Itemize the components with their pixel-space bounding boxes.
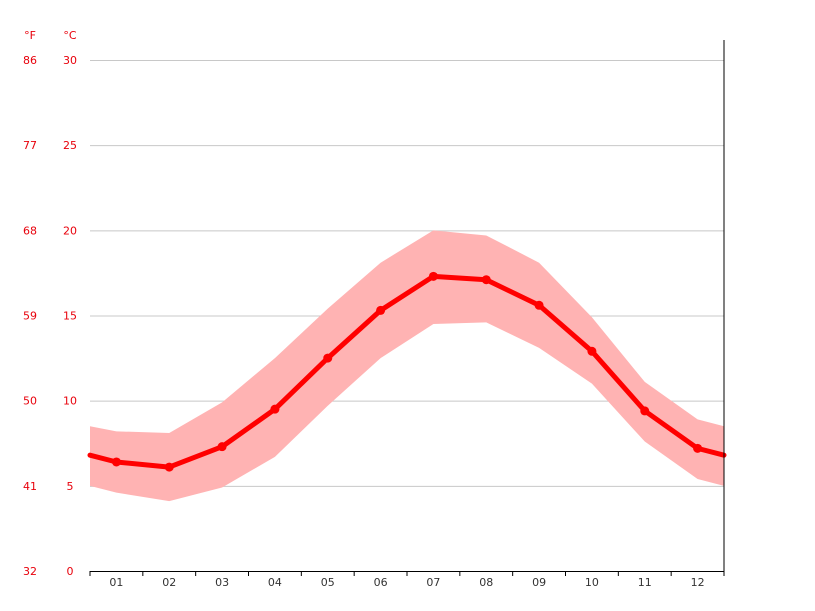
- data-point: [270, 404, 280, 414]
- x-tick-label: 12: [691, 576, 705, 589]
- data-point: [428, 271, 438, 281]
- data-point: [376, 305, 386, 315]
- y-tick-label-celsius: 20: [63, 224, 77, 237]
- y-tick-label-celsius: 10: [63, 395, 77, 408]
- x-tick-label: 08: [479, 576, 493, 589]
- x-tick-label: 11: [638, 576, 652, 589]
- y-tick-label-fahrenheit: 68: [23, 224, 37, 237]
- data-point: [693, 443, 703, 453]
- data-point: [587, 346, 597, 356]
- data-points: [111, 271, 703, 472]
- y-tick-label-celsius: 5: [67, 480, 74, 493]
- temperature-range-band: [90, 230, 724, 502]
- data-point: [534, 300, 544, 310]
- x-tick-label: 10: [585, 576, 599, 589]
- x-tick-label: 07: [426, 576, 440, 589]
- y-tick-label-celsius: 15: [63, 310, 77, 323]
- unit-celsius-label: °C: [63, 29, 77, 42]
- y-tick-label-fahrenheit: 32: [23, 565, 37, 578]
- data-point: [640, 406, 650, 416]
- data-point: [217, 442, 227, 452]
- unit-fahrenheit-label: °F: [24, 29, 36, 42]
- y-tick-label-celsius: 0: [67, 565, 74, 578]
- y-axis-labels-celsius: 0 5 10 15 20 25 30: [63, 54, 77, 578]
- data-point: [111, 457, 121, 467]
- x-tick-label: 05: [321, 576, 335, 589]
- mean-temperature-line: [87, 273, 727, 470]
- y-tick-label-fahrenheit: 59: [23, 310, 37, 323]
- x-axis-ticks: [89, 571, 725, 576]
- y-tick-label-fahrenheit: 50: [23, 395, 37, 408]
- y-axis-labels-fahrenheit: 32 41 50 59 68 77 86: [23, 54, 37, 578]
- data-point: [481, 275, 491, 285]
- data-point: [323, 353, 333, 363]
- y-tick-label-celsius: 25: [63, 139, 77, 152]
- x-axis-labels: 01 02 03 04 05 06 07 08 09 10 11 12: [109, 576, 704, 589]
- x-tick-label: 09: [532, 576, 546, 589]
- y-tick-label-fahrenheit: 86: [23, 54, 37, 67]
- y-tick-label-fahrenheit: 41: [23, 480, 37, 493]
- x-tick-label: 04: [268, 576, 282, 589]
- x-tick-label: 01: [109, 576, 123, 589]
- y-tick-label-celsius: 30: [63, 54, 77, 67]
- x-tick-label: 03: [215, 576, 229, 589]
- x-tick-label: 06: [374, 576, 388, 589]
- y-tick-label-fahrenheit: 77: [23, 139, 37, 152]
- data-point: [164, 462, 174, 472]
- x-tick-label: 02: [162, 576, 176, 589]
